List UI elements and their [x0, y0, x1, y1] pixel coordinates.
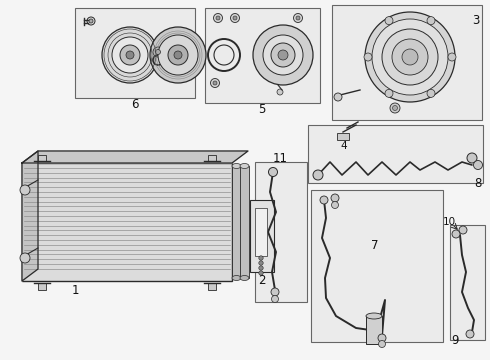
Circle shape — [364, 53, 372, 61]
Text: 4: 4 — [340, 141, 346, 151]
Bar — [450, 225, 485, 340]
Bar — [75, 8, 195, 98]
Circle shape — [153, 47, 163, 57]
Circle shape — [259, 256, 263, 260]
Circle shape — [87, 17, 95, 25]
Circle shape — [213, 81, 217, 85]
Circle shape — [20, 185, 30, 195]
Circle shape — [259, 266, 263, 270]
Circle shape — [278, 50, 288, 60]
Circle shape — [392, 39, 428, 75]
Circle shape — [277, 89, 283, 95]
Circle shape — [155, 50, 161, 54]
Polygon shape — [22, 151, 248, 163]
Bar — [308, 125, 483, 183]
Circle shape — [427, 89, 435, 97]
Circle shape — [89, 19, 93, 23]
Bar — [208, 155, 216, 161]
Circle shape — [271, 296, 278, 302]
Text: 11: 11 — [272, 152, 288, 165]
Circle shape — [168, 45, 188, 65]
Ellipse shape — [232, 163, 241, 168]
Ellipse shape — [366, 313, 382, 319]
Circle shape — [331, 194, 339, 202]
Bar — [22, 163, 232, 281]
Text: 6: 6 — [131, 98, 139, 111]
Circle shape — [382, 29, 438, 85]
Circle shape — [20, 253, 30, 263]
Text: 3: 3 — [472, 14, 480, 27]
Circle shape — [296, 16, 300, 20]
Bar — [232, 166, 241, 278]
Text: 5: 5 — [258, 103, 266, 116]
Bar — [255, 162, 307, 302]
Circle shape — [392, 105, 397, 111]
Circle shape — [263, 35, 303, 75]
Circle shape — [313, 170, 323, 180]
Circle shape — [332, 202, 339, 208]
Circle shape — [271, 43, 295, 67]
Circle shape — [216, 16, 220, 20]
Circle shape — [402, 49, 418, 65]
Bar — [205, 8, 320, 103]
Text: 8: 8 — [474, 176, 482, 189]
Text: 10: 10 — [442, 217, 456, 227]
Circle shape — [372, 19, 448, 95]
Circle shape — [112, 37, 148, 73]
Circle shape — [174, 51, 182, 59]
Circle shape — [259, 261, 263, 265]
Circle shape — [120, 45, 140, 65]
Circle shape — [230, 14, 240, 23]
Text: 7: 7 — [371, 239, 379, 252]
Bar — [38, 283, 46, 290]
Circle shape — [211, 78, 220, 87]
Circle shape — [259, 271, 263, 275]
Circle shape — [253, 25, 313, 85]
Bar — [240, 166, 249, 278]
Circle shape — [334, 93, 342, 101]
Circle shape — [378, 341, 386, 347]
Ellipse shape — [240, 275, 249, 280]
Polygon shape — [22, 151, 38, 281]
Circle shape — [271, 288, 279, 296]
Circle shape — [294, 14, 302, 23]
Circle shape — [459, 226, 467, 234]
Text: 1: 1 — [71, 284, 79, 297]
Bar — [38, 155, 46, 161]
Bar — [366, 316, 382, 344]
Circle shape — [365, 12, 455, 102]
Bar — [332, 5, 482, 120]
Circle shape — [102, 27, 158, 83]
Bar — [208, 283, 216, 290]
Circle shape — [233, 16, 237, 20]
Circle shape — [427, 17, 435, 24]
Bar — [255, 208, 267, 256]
Circle shape — [448, 53, 456, 61]
Ellipse shape — [240, 163, 249, 168]
Circle shape — [466, 330, 474, 338]
Circle shape — [214, 14, 222, 23]
Circle shape — [390, 103, 400, 113]
Bar — [250, 200, 274, 272]
Circle shape — [320, 196, 328, 204]
Circle shape — [385, 17, 393, 24]
Circle shape — [269, 167, 277, 176]
Text: 9: 9 — [451, 333, 459, 346]
Ellipse shape — [232, 275, 241, 280]
Circle shape — [126, 51, 134, 59]
Circle shape — [467, 153, 477, 163]
Circle shape — [158, 35, 198, 75]
Circle shape — [473, 161, 483, 170]
Circle shape — [378, 334, 386, 342]
Circle shape — [385, 89, 393, 97]
Bar — [311, 190, 443, 342]
Circle shape — [452, 230, 460, 238]
Text: 2: 2 — [258, 274, 266, 287]
Bar — [337, 133, 349, 140]
Circle shape — [150, 27, 206, 83]
